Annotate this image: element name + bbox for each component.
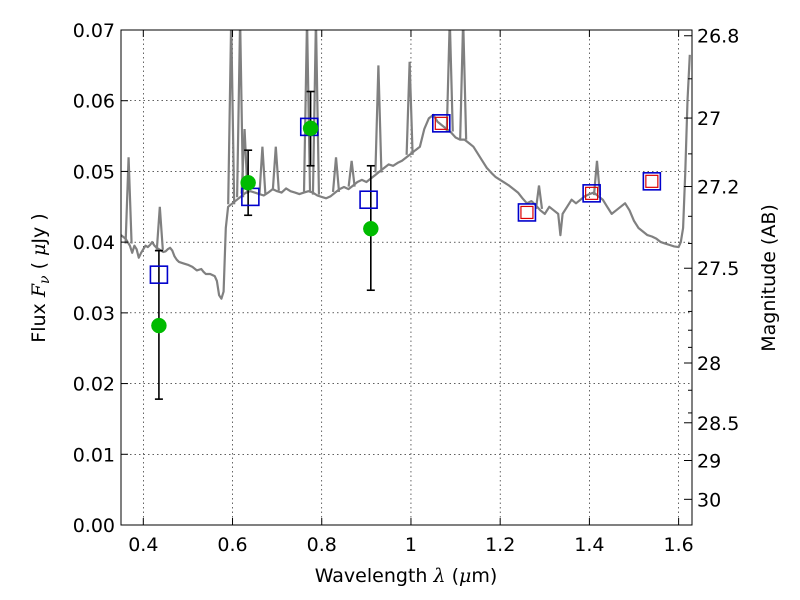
emission-line <box>155 206 164 250</box>
emission-line <box>592 160 602 196</box>
y-tick-label: 0.01 <box>73 444 115 466</box>
x-tick-label: 1.4 <box>574 534 604 556</box>
model-spectrum-line <box>121 54 691 300</box>
model-photometry-square <box>642 172 662 191</box>
y-tick-label: 0.00 <box>73 515 115 537</box>
emission-line <box>459 30 468 140</box>
model-photometry-square <box>582 184 601 203</box>
emission-line <box>311 30 321 195</box>
x-tick-label: 0.8 <box>307 534 337 556</box>
y-tick-label: 0.04 <box>73 232 115 254</box>
y-tick-label: 0.05 <box>73 161 115 183</box>
model-photometry-square <box>517 203 537 222</box>
y2-axis-title: Magnitude (AB) <box>758 204 780 352</box>
emission-line <box>374 65 383 173</box>
markers <box>149 90 662 400</box>
x-tick-label: 1 <box>405 534 417 556</box>
observed-point <box>151 317 167 334</box>
y-axis-title: Flux Fν ( μJy ) <box>28 213 54 342</box>
observed-point <box>240 174 256 191</box>
emission-line <box>124 157 133 244</box>
observed-upper-square <box>434 116 448 130</box>
y2-tick-label: 27 <box>697 108 721 130</box>
emission-line <box>227 30 236 205</box>
model-photometry-square <box>431 114 451 133</box>
y2-tick-label: 27.2 <box>697 177 739 199</box>
emission-line <box>331 157 341 193</box>
y2-tick-label: 27.5 <box>697 258 739 280</box>
y-tick-label: 0.07 <box>73 20 115 42</box>
y2-tick-label: 30 <box>697 489 721 511</box>
plot-area <box>121 30 691 300</box>
emission-line <box>240 128 249 194</box>
model-photometry-square <box>149 265 169 284</box>
y-tick-label: 0.03 <box>73 303 115 325</box>
x-tick-label: 0.6 <box>217 534 247 556</box>
observed-upper-square <box>645 174 659 188</box>
y2-tick-label: 26.8 <box>697 26 739 48</box>
emission-line <box>347 160 356 187</box>
observed-upper-square <box>520 205 534 220</box>
y-tick-label: 0.02 <box>73 374 115 396</box>
emission-line <box>236 30 245 198</box>
y2-tick-label: 29 <box>697 451 721 473</box>
x-tick-label: 1.2 <box>485 534 515 556</box>
y2-tick-label: 28 <box>697 353 721 375</box>
emission-line <box>534 185 544 209</box>
plot-frame <box>120 29 693 526</box>
observed-point <box>302 120 319 137</box>
emission-line <box>445 30 454 132</box>
x-tick-label: 0.4 <box>128 534 158 556</box>
axis-ticks: 0.4 0.6 0.8 1 1.2 1.4 1.6 0.00 0.01 0.02 0.03 0.04 0… <box>73 20 740 556</box>
y-tick-label: 0.06 <box>73 91 115 113</box>
emission-line <box>258 146 267 196</box>
model-photometry-square <box>359 190 378 210</box>
emission-line <box>405 61 414 155</box>
x-axis-title: Wavelength λ (μm) <box>315 565 498 587</box>
x-tick-label: 1.6 <box>664 534 694 556</box>
observed-point <box>363 220 379 237</box>
y2-tick-label: 28.5 <box>697 413 739 435</box>
observed-upper-square <box>585 186 599 200</box>
emission-line <box>271 146 280 191</box>
